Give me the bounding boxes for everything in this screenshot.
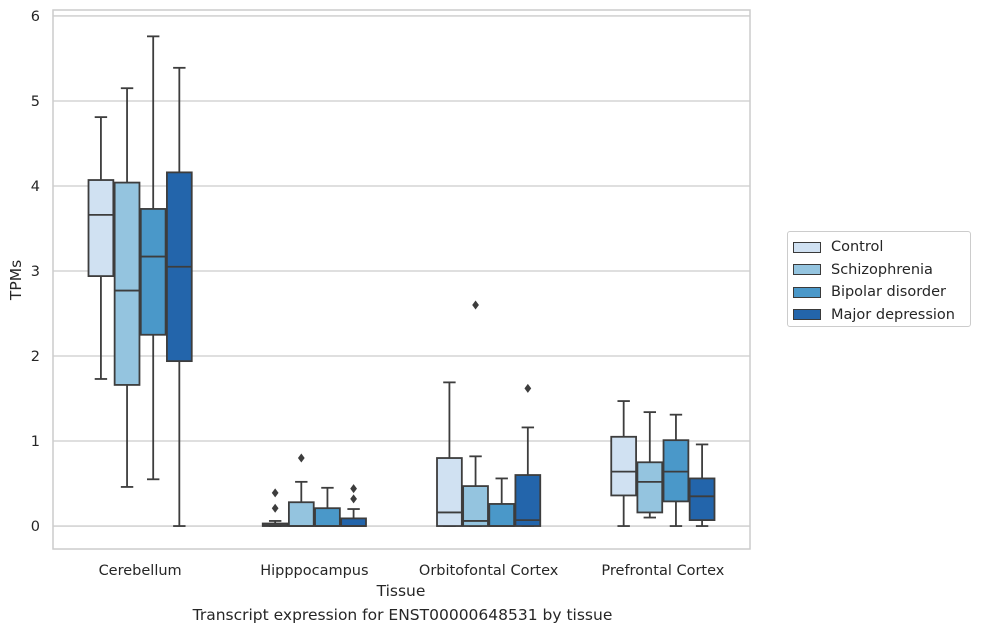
y-tick-label: 6 <box>31 9 40 25</box>
y-tick-label: 5 <box>31 94 40 110</box>
chart-caption: Transcript expression for ENST0000064853… <box>192 606 613 624</box>
iqr-box <box>610 435 637 497</box>
plot-frame <box>52 9 751 550</box>
iqr-box <box>514 474 542 527</box>
box <box>662 413 690 527</box>
outlier-point <box>524 383 532 393</box>
legend-swatch <box>793 309 821 321</box>
outlier-point <box>297 453 305 463</box>
box <box>436 381 463 527</box>
box <box>340 484 367 527</box>
iqr-box <box>314 507 341 527</box>
y-tick-label: 4 <box>31 179 40 195</box>
iqr-box <box>139 208 167 336</box>
iqr-box <box>113 181 141 386</box>
iqr-box <box>287 501 315 527</box>
legend-label: Schizophrenia <box>831 261 933 278</box>
legend-item: Major depression <box>793 304 970 327</box>
legend-label: Control <box>831 239 884 256</box>
box <box>514 383 542 527</box>
iqr-box <box>340 517 367 527</box>
x-tick-label: Cerebellum <box>99 563 182 579</box>
box <box>462 300 489 527</box>
iqr-box <box>488 503 516 527</box>
box <box>261 488 289 527</box>
boxes-layer <box>87 35 716 527</box>
legend-swatch <box>793 264 821 276</box>
legend-swatch <box>793 241 821 253</box>
x-tick-label: Prefrontal Cortex <box>601 563 724 579</box>
box <box>636 411 664 519</box>
outlier-point <box>271 488 279 498</box>
legend-label: Bipolar disorder <box>831 284 946 301</box>
box <box>113 87 141 488</box>
outlier-point <box>472 300 479 310</box>
x-tick-label: Hipppocampus <box>260 563 368 579</box>
iqr-box <box>436 457 463 527</box>
box <box>314 486 341 527</box>
iqr-box <box>87 179 115 277</box>
iqr-box <box>462 485 489 527</box>
iqr-box <box>688 477 716 521</box>
y-tick-label: 0 <box>31 519 40 535</box>
outlier-point <box>350 484 357 494</box>
legend-item: Schizophrenia <box>793 259 970 282</box>
box <box>688 443 716 527</box>
box <box>287 453 315 527</box>
outlier-point <box>350 494 357 504</box>
legend-swatch <box>793 286 821 298</box>
legend: Control Schizophrenia Bipolar disorder Majo… <box>787 231 971 327</box>
box <box>488 477 516 527</box>
box <box>166 66 193 527</box>
x-tick-labels: Cerebellum Hipppocampus Orbitofontal Corte… <box>99 563 725 579</box>
legend-label: Major depression <box>831 306 955 323</box>
y-tick-labels: 0 1 2 3 4 5 6 <box>31 9 40 535</box>
y-tick-label: 1 <box>31 434 40 450</box>
iqr-box <box>636 461 664 514</box>
legend-item: Bipolar disorder <box>793 281 970 304</box>
outlier-point <box>271 503 279 513</box>
x-tick-label: Orbitofontal Cortex <box>419 563 559 579</box>
legend-item: Control <box>793 236 970 259</box>
y-tick-label: 2 <box>31 349 40 365</box>
box <box>87 116 115 380</box>
y-axis-label: TPMs <box>7 260 25 301</box>
box <box>610 400 637 527</box>
x-axis-label: Tissue <box>376 582 426 600</box>
y-tick-label: 3 <box>31 264 40 280</box>
box <box>139 35 167 481</box>
